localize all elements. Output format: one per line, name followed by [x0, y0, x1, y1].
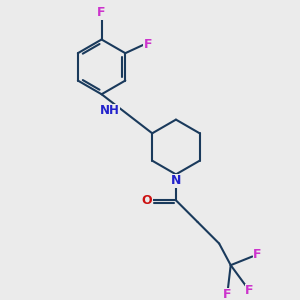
- Text: N: N: [171, 174, 181, 187]
- Text: NH: NH: [100, 104, 119, 117]
- Text: O: O: [142, 194, 152, 207]
- Text: F: F: [144, 38, 153, 51]
- Text: F: F: [245, 284, 254, 298]
- Text: F: F: [223, 288, 232, 300]
- Text: F: F: [97, 6, 106, 19]
- Text: F: F: [253, 248, 261, 261]
